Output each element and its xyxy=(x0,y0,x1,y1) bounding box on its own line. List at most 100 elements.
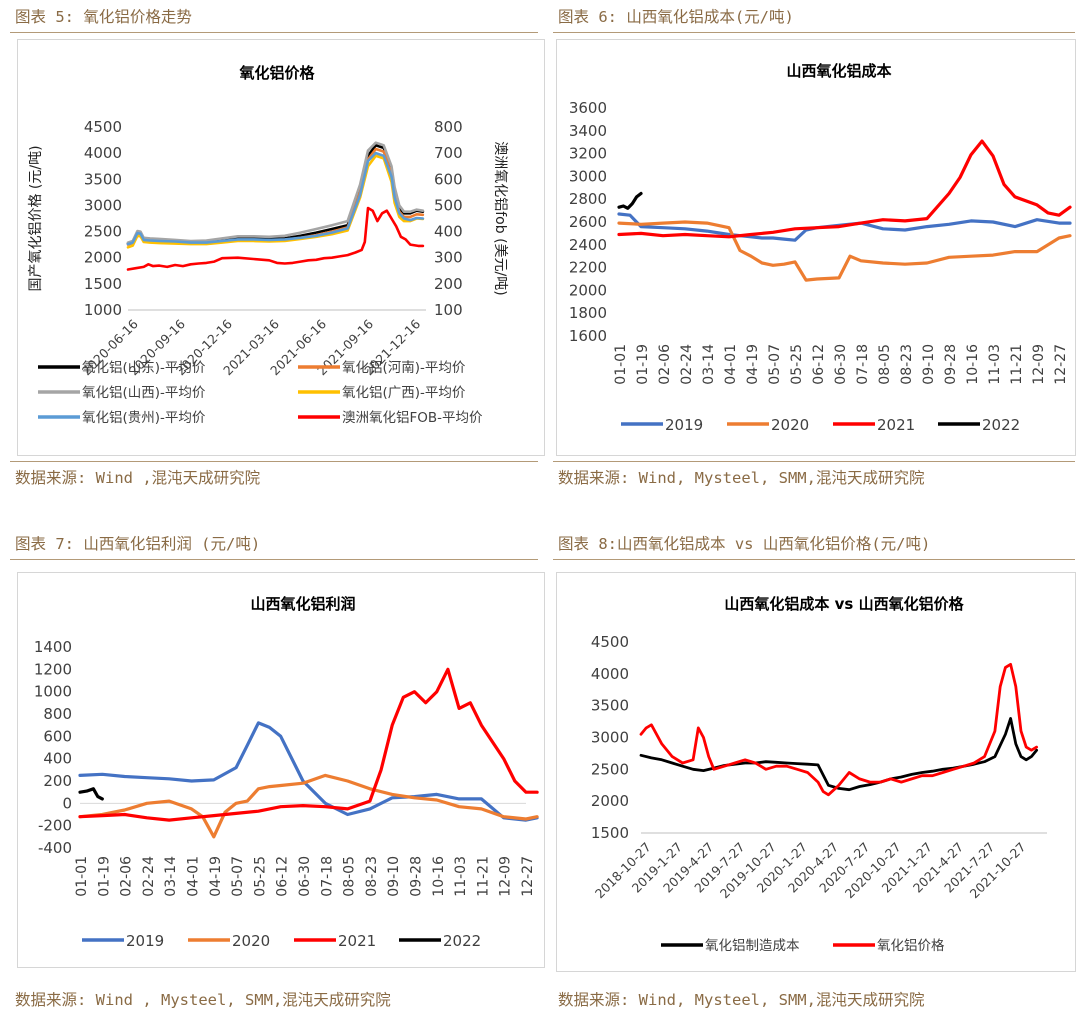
y-tick-label: 200 xyxy=(43,772,72,790)
y-tick-label: 1800 xyxy=(569,304,607,322)
cost-vs-price-chart: 山西氧化铝成本 vs 山西氧化铝价格 1500 2000 2500 3000 3500 40… xyxy=(591,595,1047,954)
y-tick-label: 2500 xyxy=(84,223,122,241)
x-tick-label: 11-03 xyxy=(987,344,1003,385)
figure-caption-7: 图表 7: 山西氧化铝利润 (元/吨) xyxy=(15,535,261,553)
chart-title: 山西氧化铝成本 xyxy=(786,62,891,80)
y-tick-label: 2400 xyxy=(569,236,607,254)
figure-caption-8: 图表 8:山西氧化铝成本 vs 山西氧化铝价格(元/吨) xyxy=(558,535,931,553)
y-tick-label: 3400 xyxy=(569,122,607,140)
figure-caption-6: 图表 6: 山西氧化铝成本(元/吨) xyxy=(558,8,794,26)
x-tick-label: 12-09 xyxy=(1031,344,1047,385)
y-tick-label: 2000 xyxy=(84,249,122,267)
y2-tick-label: 800 xyxy=(434,118,463,136)
x-tick-label: 06-30 xyxy=(833,344,849,385)
series-line-5 xyxy=(126,206,425,271)
chart-panel-2: 山西氧化铝成本 1600 1800 2000 2200 2400 2600 2800 3000 3… xyxy=(556,39,1076,456)
y-tick-label: 400 xyxy=(43,750,72,768)
x-tick-label: 10-16 xyxy=(431,856,447,897)
legend-label: 氧化铝(贵州)-平均价 xyxy=(82,410,206,426)
x-tick-label: 05-25 xyxy=(789,344,805,385)
legend-label: 氧化铝(广西)-平均价 xyxy=(342,385,466,401)
shanxi-profit-chart: 山西氧化铝利润 -400 -200 0 200 400 600 800 1000 1200 1400… xyxy=(34,595,539,950)
y-tick-label: 2600 xyxy=(569,213,607,231)
legend-label: 2020 xyxy=(771,416,809,434)
y2-tick-label: 400 xyxy=(434,223,463,241)
legend-label: 澳洲氧化铝FOB-平均价 xyxy=(342,410,483,426)
x-tick-label: 06-30 xyxy=(297,856,313,897)
x-tick-label: 10-16 xyxy=(965,344,981,385)
series-line-2 xyxy=(126,141,425,244)
source-note-8: 数据来源: Wind, Mysteel, SMM,混沌天成研究院 xyxy=(558,991,925,1009)
y2-tick-label: 500 xyxy=(434,196,463,214)
figure-caption-5: 图表 5: 氧化铝价格走势 xyxy=(15,8,192,26)
caption-rule-6 xyxy=(553,32,1075,33)
y-tick-label: 3500 xyxy=(591,697,629,715)
x-tick-label: 04-01 xyxy=(723,344,739,385)
legend-label: 氧化铝(山西)-平均价 xyxy=(82,385,206,401)
legend-label: 2022 xyxy=(443,932,481,950)
y2-tick-label: 100 xyxy=(434,301,463,319)
y-tick-label: 4000 xyxy=(84,144,122,162)
legend-label: 氧化铝制造成本 xyxy=(705,938,800,954)
y2-tick-label: 300 xyxy=(434,249,463,267)
alumina-price-chart: 氧化铝价格 1000 1500 2000 2500 3000 3500 4000 4500 100… xyxy=(28,64,508,426)
chart-title: 氧化铝价格 xyxy=(238,64,315,82)
x-tick-label: 03-14 xyxy=(163,856,179,897)
x-tick-label: 08-23 xyxy=(899,344,915,385)
y-tick-label: -400 xyxy=(38,839,72,857)
legend-label: 2019 xyxy=(665,416,703,434)
legend-label: 2020 xyxy=(232,932,270,950)
y-tick-label: 4500 xyxy=(84,118,122,136)
chart-title: 山西氧化铝成本 vs 山西氧化铝价格 xyxy=(724,595,964,613)
x-tick-label: 09-28 xyxy=(943,344,959,385)
x-tick-label: 08-05 xyxy=(342,856,358,897)
x-tick-label: 04-01 xyxy=(186,856,202,897)
x-tick-label: 08-05 xyxy=(877,344,893,385)
y-tick-label: 1500 xyxy=(84,275,122,293)
y-tick-label: 2000 xyxy=(591,792,629,810)
y-tick-label: -200 xyxy=(38,817,72,835)
x-tick-label: 02-24 xyxy=(679,344,695,385)
series-line-0 xyxy=(78,721,539,822)
x-tick-label: 12-09 xyxy=(498,856,514,897)
series-line-1 xyxy=(617,220,1072,282)
series-line-1 xyxy=(639,662,1039,797)
source-rule-6 xyxy=(553,461,1075,462)
legend-label: 2019 xyxy=(126,932,164,950)
x-tick-label: 05-07 xyxy=(767,344,783,385)
legend-label: 2021 xyxy=(338,932,376,950)
y-tick-label: 2000 xyxy=(569,281,607,299)
y-tick-label: 2800 xyxy=(569,190,607,208)
chart-panel-4: 山西氧化铝成本 vs 山西氧化铝价格 1500 2000 2500 3000 3500 40… xyxy=(556,572,1076,972)
x-tick-label: 02-06 xyxy=(657,344,673,385)
x-tick-label: 02-24 xyxy=(141,856,157,897)
series-line-3 xyxy=(617,191,643,210)
y-tick-label: 0 xyxy=(62,794,72,812)
x-tick-label: 05-25 xyxy=(252,856,268,897)
x-tick-label: 04-19 xyxy=(745,344,761,385)
x-tick-label: 11-03 xyxy=(453,856,469,897)
y-tick-label: 4500 xyxy=(591,633,629,651)
x-tick-label: 09-10 xyxy=(386,856,402,897)
legend-label: 氧化铝(河南)-平均价 xyxy=(342,360,466,376)
x-tick-label: 11-21 xyxy=(1009,344,1025,385)
y2-tick-label: 600 xyxy=(434,170,463,188)
y-tick-label: 1000 xyxy=(84,301,122,319)
y-tick-label: 800 xyxy=(43,705,72,723)
y2-axis-title: 澳洲氧化铝fob (美元/吨) xyxy=(492,141,508,295)
x-tick-label: 12-27 xyxy=(520,856,536,897)
legend-label: 氧化铝(山东)-平均价 xyxy=(82,360,206,376)
series-line-3 xyxy=(126,154,425,249)
y-tick-label: 3500 xyxy=(84,170,122,188)
source-note-5: 数据来源: Wind ,混沌天成研究院 xyxy=(15,469,261,487)
caption-rule-8 xyxy=(553,559,1075,560)
x-tick-label: 07-18 xyxy=(855,344,871,385)
series-line-2 xyxy=(617,139,1072,239)
caption-rule-7 xyxy=(10,559,538,560)
source-note-7: 数据来源: Wind , Mysteel, SMM,混沌天成研究院 xyxy=(15,991,391,1009)
y-tick-label: 3000 xyxy=(591,729,629,747)
y-tick-label: 2500 xyxy=(591,760,629,778)
caption-rule-5 xyxy=(10,32,538,33)
y-tick-label: 1400 xyxy=(34,638,72,656)
source-note-6: 数据来源: Wind, Mysteel, SMM,混沌天成研究院 xyxy=(558,469,925,487)
